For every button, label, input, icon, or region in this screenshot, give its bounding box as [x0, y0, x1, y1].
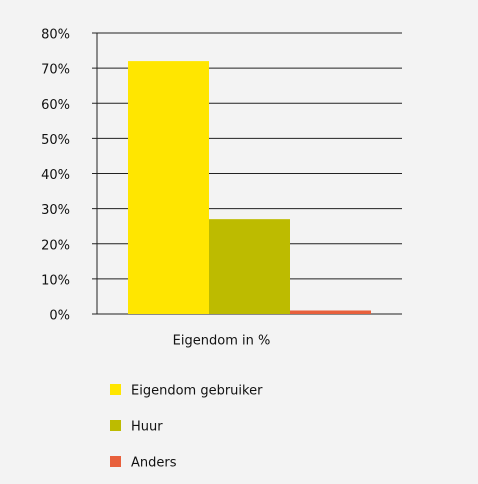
x-tick-label: Eigendom in % — [173, 334, 271, 349]
y-tick-label: 70% — [41, 63, 70, 78]
y-tick-label: 80% — [41, 28, 70, 43]
y-tick-label: 60% — [41, 98, 70, 113]
bar — [128, 61, 209, 314]
legend-swatch — [110, 456, 121, 467]
legend-label: Anders — [131, 456, 177, 471]
legend-label: Eigendom gebruiker — [131, 384, 263, 399]
y-tick-label: 30% — [41, 203, 70, 218]
y-tick-label: 40% — [41, 168, 70, 183]
y-tick-label: 20% — [41, 238, 70, 253]
y-tick-label: 0% — [49, 309, 70, 324]
y-tick-label: 10% — [41, 273, 70, 288]
legend-swatch — [110, 420, 121, 431]
legend-swatch — [110, 384, 121, 395]
bar — [209, 219, 290, 314]
y-tick-label: 50% — [41, 133, 70, 148]
bar — [290, 310, 371, 314]
legend-label: Huur — [131, 420, 163, 435]
